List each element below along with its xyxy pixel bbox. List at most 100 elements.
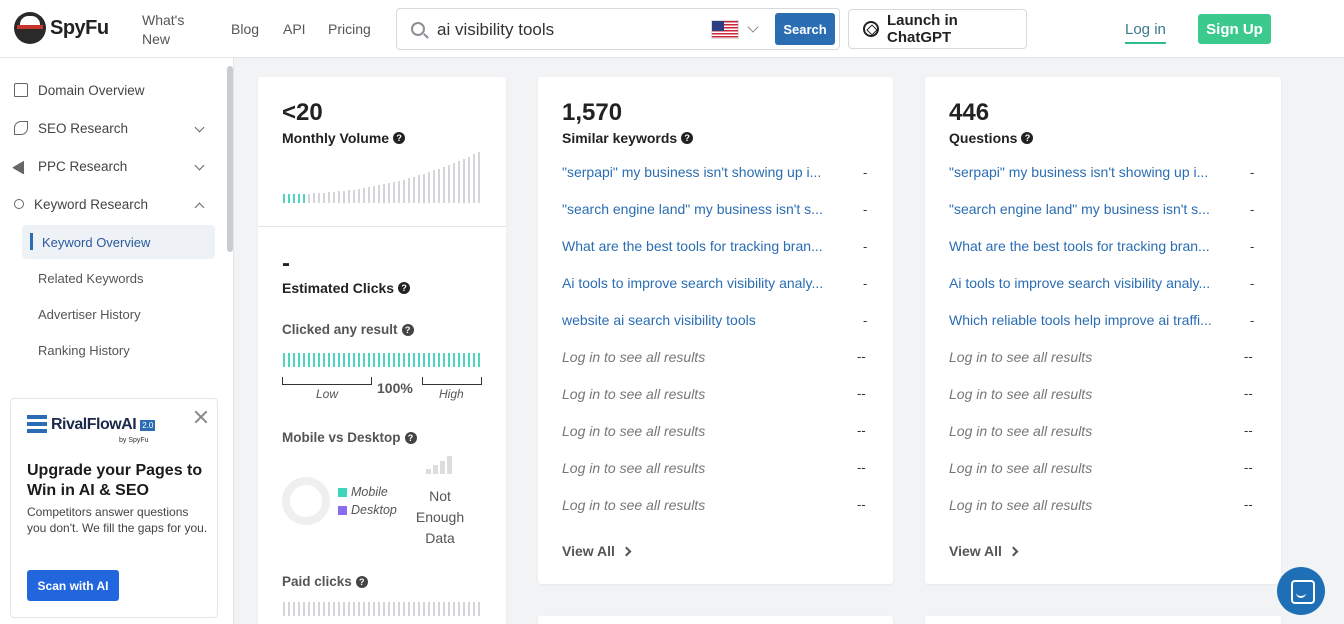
similar-keywords-count: 1,570: [562, 99, 623, 126]
locked-row[interactable]: Log in to see all results: [562, 386, 706, 402]
chart-bar: [288, 353, 290, 367]
keyword-row-link[interactable]: "serpapi" my business isn't showing up i…: [562, 164, 822, 180]
nav-blog[interactable]: Blog: [231, 21, 260, 37]
seedling-icon: [14, 121, 28, 135]
chart-bar: [308, 602, 310, 616]
chart-bar: [298, 602, 300, 616]
view-all-questions-link[interactable]: View All: [949, 543, 1019, 559]
similar-keywords-card: [538, 77, 893, 584]
keyword-row-link[interactable]: "search engine land" my business isn't s…: [562, 201, 823, 217]
chart-bar: [303, 602, 305, 616]
monthly-volume-text: Monthly Volume: [282, 130, 390, 146]
help-icon[interactable]: ?: [355, 575, 368, 588]
chart-bar: [363, 188, 365, 203]
keyword-row-link[interactable]: "search engine land" my business isn't s…: [949, 201, 1210, 217]
locked-row[interactable]: Log in to see all results: [949, 386, 1093, 402]
chart-bar: [353, 353, 355, 367]
keyword-row-link[interactable]: website ai search visibility tools: [562, 312, 756, 328]
locked-row[interactable]: Log in to see all results: [949, 349, 1093, 365]
chart-bar: [403, 180, 405, 203]
sidebar-item-seo-research[interactable]: SEO Research: [14, 116, 128, 140]
subitem-related-keywords[interactable]: Related Keywords: [38, 271, 144, 286]
chart-bar: [313, 353, 315, 367]
top-header: SpyFu What's New Blog API Pricing Search…: [0, 0, 1344, 58]
mobile-desktop-text: Mobile vs Desktop: [282, 430, 401, 445]
questions-count: 446: [949, 99, 990, 126]
keyword-row-link[interactable]: What are the best tools for tracking bra…: [949, 238, 1210, 254]
locked-row[interactable]: Log in to see all results: [562, 349, 706, 365]
help-icon[interactable]: ?: [393, 132, 406, 144]
paper-plane-icon: [11, 157, 31, 175]
sidebar-item-label: SEO Research: [38, 120, 129, 136]
chart-bar: [418, 175, 420, 203]
chart-bar: [358, 189, 360, 203]
chevron-right-icon: [1008, 546, 1019, 556]
spyfu-logo[interactable]: SpyFu: [14, 12, 109, 44]
keyword-row-link[interactable]: Which reliable tools help improve ai tra…: [949, 312, 1212, 328]
chart-bar: [353, 190, 355, 203]
chart-bar: [393, 602, 395, 616]
nav-pricing[interactable]: Pricing: [328, 21, 371, 37]
chart-bar: [458, 602, 460, 616]
chart-bar: [293, 353, 295, 367]
legend-mobile: Mobile: [338, 485, 388, 499]
brand-name: SpyFu: [50, 16, 109, 39]
locked-row[interactable]: Log in to see all results: [949, 460, 1093, 476]
launch-chatgpt-button[interactable]: Launch in ChatGPT: [848, 9, 1027, 49]
search-icon: [411, 22, 425, 36]
signup-button[interactable]: Sign Up: [1198, 14, 1271, 44]
chevron-down-icon[interactable]: [194, 160, 205, 171]
chart-bar: [448, 353, 450, 367]
keyword-row-value: -: [863, 276, 868, 291]
help-icon[interactable]: ?: [398, 282, 411, 294]
keyword-row-link[interactable]: Ai tools to improve search visibility an…: [949, 275, 1211, 291]
sidebar-item-ppc-research[interactable]: PPC Research: [11, 154, 127, 178]
sidebar-item-domain-overview[interactable]: Domain Overview: [14, 78, 145, 102]
chevron-down-icon[interactable]: [747, 21, 759, 33]
locked-row[interactable]: Log in to see all results: [949, 497, 1093, 513]
locked-row[interactable]: Log in to see all results: [949, 423, 1093, 439]
keyword-row-link[interactable]: What are the best tools for tracking bra…: [562, 238, 823, 254]
login-link[interactable]: Log in: [1125, 21, 1166, 44]
paid-clicks-text: Paid clicks: [282, 574, 352, 589]
promo-title: Upgrade your Pages to Win in AI & SEO: [27, 462, 203, 499]
locked-row[interactable]: Log in to see all results: [562, 423, 706, 439]
subitem-ranking-history[interactable]: Ranking History: [38, 343, 130, 358]
chart-bar: [418, 602, 420, 616]
search-button[interactable]: Search: [775, 13, 835, 45]
locked-row[interactable]: Log in to see all results: [562, 460, 706, 476]
search-input[interactable]: [437, 18, 697, 42]
nav-whats-new[interactable]: What's New: [142, 12, 185, 47]
chart-bar: [463, 159, 465, 203]
help-icon[interactable]: ?: [681, 132, 694, 144]
subitem-advertiser-history[interactable]: Advertiser History: [38, 307, 141, 322]
monthly-volume-label: Monthly Volume ?: [282, 130, 406, 146]
view-all-similar-link[interactable]: View All: [562, 543, 632, 559]
chart-bar: [433, 170, 435, 203]
chevron-down-icon[interactable]: [194, 122, 205, 133]
close-icon[interactable]: [193, 409, 209, 425]
chart-bar: [343, 353, 345, 367]
scan-with-ai-button[interactable]: Scan with AI: [27, 570, 119, 601]
chevron-up-icon[interactable]: [194, 202, 205, 213]
keyword-row-link[interactable]: "serpapi" my business isn't showing up i…: [949, 164, 1209, 180]
subitem-keyword-overview[interactable]: Keyword Overview: [42, 235, 151, 250]
us-flag-icon[interactable]: [711, 20, 739, 39]
chart-bar: [428, 172, 430, 203]
estimated-clicks-text: Estimated Clicks: [282, 280, 395, 296]
help-icon[interactable]: ?: [1021, 132, 1034, 144]
nav-api[interactable]: API: [283, 21, 306, 37]
chart-bar: [478, 152, 480, 203]
chart-bar: [383, 184, 385, 203]
sidebar-item-keyword-research[interactable]: Keyword Research: [14, 192, 148, 216]
help-icon[interactable]: ?: [404, 431, 417, 444]
chart-bar: [458, 353, 460, 367]
keyword-row-link[interactable]: Ai tools to improve search visibility an…: [562, 275, 824, 291]
chart-bar: [323, 193, 325, 203]
chart-bar: [443, 167, 445, 203]
chart-bar: [298, 353, 300, 367]
sidebar-scrollbar[interactable]: [227, 66, 233, 252]
chat-support-icon[interactable]: [1277, 567, 1325, 615]
help-icon[interactable]: ?: [401, 323, 414, 336]
locked-row[interactable]: Log in to see all results: [562, 497, 706, 513]
